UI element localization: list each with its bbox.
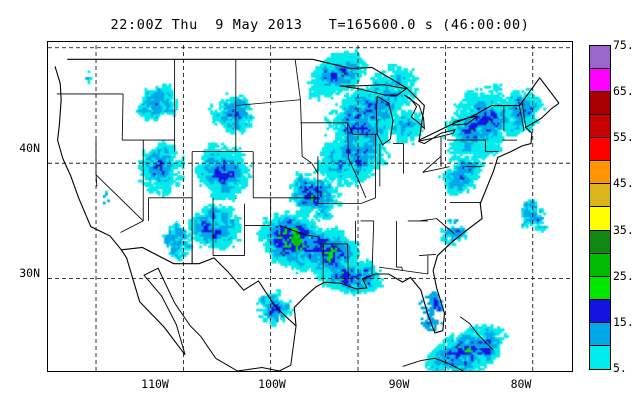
colorbar-band <box>590 184 610 208</box>
lon-tick-label: 90W <box>388 377 410 391</box>
colorbar-band <box>590 299 610 323</box>
colorbar-band <box>590 92 610 116</box>
colorbar-band <box>590 230 610 254</box>
colorbar-band <box>590 138 610 162</box>
colorbar-band <box>590 322 610 346</box>
colorbar-band <box>590 69 610 93</box>
colorbar-band <box>590 46 610 70</box>
colorbar-band <box>590 253 610 277</box>
lon-tick-label: 100W <box>258 377 286 391</box>
colorbar-band <box>590 161 610 185</box>
colorbar-band <box>590 115 610 139</box>
colorbar-tick: 35. <box>613 222 634 237</box>
map-overlay <box>48 42 572 371</box>
colorbar-tick: 65. <box>613 84 634 99</box>
lon-tick-label: 80W <box>510 377 532 391</box>
colorbar-tick: 25. <box>613 268 634 283</box>
colorbar-tick: 15. <box>613 314 634 329</box>
colorbar-tick: 5. <box>613 361 627 375</box>
colorbar-band <box>590 345 610 369</box>
colorbar-tick: 55. <box>613 130 634 145</box>
reflectivity-colorbar[interactable] <box>589 45 611 370</box>
page-title: 22:00Z Thu 9 May 2013 T=165600.0 s (46:0… <box>110 17 530 33</box>
lat-tick-label: 30N <box>19 266 40 280</box>
colorbar-tick: 45. <box>613 176 634 191</box>
colorbar-tick: 75. <box>613 38 634 52</box>
colorbar-band <box>590 276 610 300</box>
map-plot-area[interactable] <box>47 41 573 372</box>
colorbar-band <box>590 207 610 231</box>
lon-tick-label: 110W <box>141 377 169 391</box>
lat-tick-label: 40N <box>19 141 40 155</box>
reflectivity-field <box>48 42 572 371</box>
